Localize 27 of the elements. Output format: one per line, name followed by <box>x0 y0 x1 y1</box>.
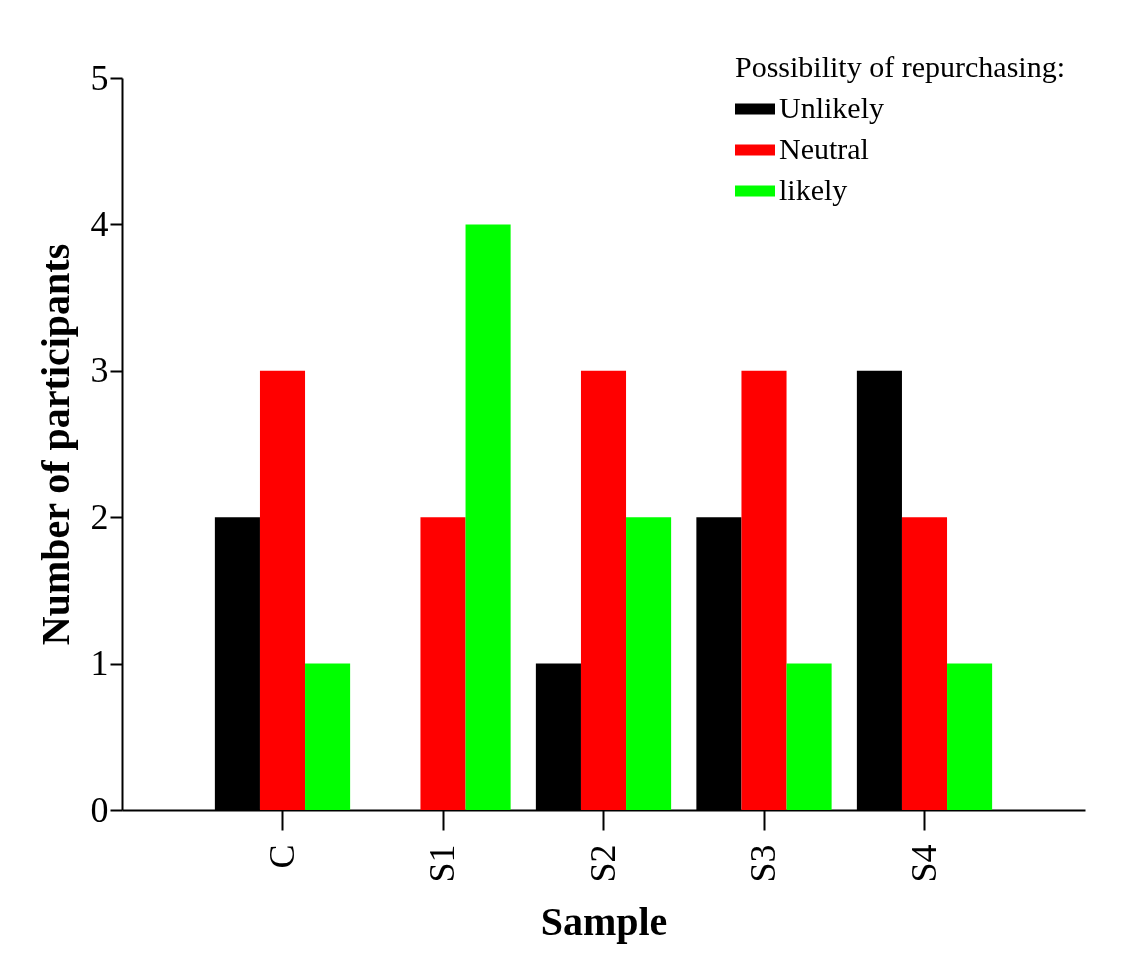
bar <box>465 224 511 810</box>
bar <box>947 663 993 810</box>
x-tick-label: C <box>261 844 302 869</box>
y-tick-label: 0 <box>90 789 109 830</box>
y-tick-label: 3 <box>90 350 109 391</box>
y-tick-label: 2 <box>90 496 109 537</box>
x-tick-label: S2 <box>582 844 623 883</box>
legend-label: likely <box>779 173 848 206</box>
bar <box>741 370 787 810</box>
x-axis-title: Sample <box>540 898 668 944</box>
bar <box>420 517 466 810</box>
legend-title: Possibility of repurchasing: <box>735 50 1065 83</box>
y-tick-label: 5 <box>90 57 109 98</box>
x-tick-label: S3 <box>743 844 783 883</box>
x-tick-label: S4 <box>903 844 944 883</box>
bar <box>305 663 351 810</box>
y-axis-title: Number of participants <box>32 243 78 646</box>
bar <box>580 370 627 810</box>
bar <box>259 370 306 810</box>
bar <box>626 517 672 810</box>
bar <box>786 663 832 810</box>
x-tick-label: S1 <box>422 844 462 883</box>
y-tick-label: 4 <box>90 203 109 244</box>
legend-label: Unlikely <box>779 91 884 124</box>
y-tick-label: 1 <box>90 643 109 684</box>
bar <box>901 517 948 810</box>
legend-label: Neutral <box>779 132 869 165</box>
